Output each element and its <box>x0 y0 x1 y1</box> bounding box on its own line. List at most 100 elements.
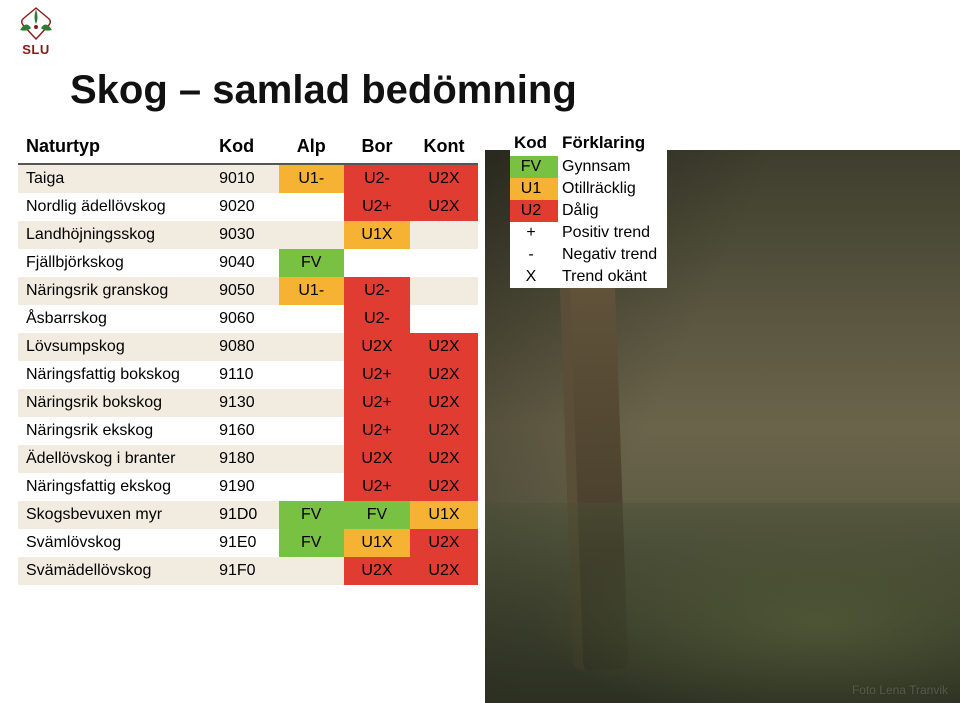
cell-bor: U2+ <box>344 389 410 417</box>
cell-kont: U2X <box>410 164 478 193</box>
legend-row: FVGynnsam <box>510 156 667 178</box>
cell-naturtyp: Ädellövskog i branter <box>18 445 211 473</box>
cell-alp <box>279 445 344 473</box>
cell-naturtyp: Svämlövskog <box>18 529 211 557</box>
legend-code: - <box>510 244 558 266</box>
cell-kont: U2X <box>410 193 478 221</box>
cell-kont: U2X <box>410 333 478 361</box>
cell-bor: U2X <box>344 333 410 361</box>
col-kont: Kont <box>410 130 478 164</box>
cell-alp <box>279 221 344 249</box>
cell-bor: U2- <box>344 305 410 333</box>
cell-kod: 9010 <box>211 164 278 193</box>
legend-row: U1Otillräcklig <box>510 178 667 200</box>
assessment-table: Naturtyp Kod Alp Bor Kont Taiga9010U1-U2… <box>18 130 478 585</box>
cell-naturtyp: Lövsumpskog <box>18 333 211 361</box>
cell-kont: U2X <box>410 389 478 417</box>
cell-kod: 9110 <box>211 361 278 389</box>
table-row: Svämädellövskog91F0U2XU2X <box>18 557 478 585</box>
cell-bor: U2+ <box>344 361 410 389</box>
legend-label: Gynnsam <box>558 156 667 178</box>
cell-alp: U1- <box>279 164 344 193</box>
legend-code: U2 <box>510 200 558 222</box>
cell-bor: U2+ <box>344 473 410 501</box>
cell-bor: U2- <box>344 164 410 193</box>
cell-bor: U2+ <box>344 193 410 221</box>
legend-row: U2Dålig <box>510 200 667 222</box>
table-row: Ädellövskog i branter9180U2XU2X <box>18 445 478 473</box>
page-title: Skog – samlad bedömning <box>70 68 577 113</box>
table-row: Näringsrik granskog9050U1-U2- <box>18 277 478 305</box>
cell-alp <box>279 361 344 389</box>
legend-row: +Positiv trend <box>510 222 667 244</box>
cell-kod: 9030 <box>211 221 278 249</box>
legend-code: FV <box>510 156 558 178</box>
cell-kod: 9080 <box>211 333 278 361</box>
table-row: Näringsrik bokskog9130 U2+U2X <box>18 389 478 417</box>
cell-kont: U2X <box>410 417 478 445</box>
cell-alp <box>279 333 344 361</box>
table-header-row: Naturtyp Kod Alp Bor Kont <box>18 130 478 164</box>
legend-label: Dålig <box>558 200 667 222</box>
slu-logo-label: SLU <box>14 42 58 57</box>
slide: Foto Lena Tranvik SLU Skog – samlad bedö… <box>0 0 960 703</box>
cell-naturtyp: Näringsfattig bokskog <box>18 361 211 389</box>
cell-kont <box>410 277 478 305</box>
cell-naturtyp: Taiga <box>18 164 211 193</box>
cell-alp <box>279 473 344 501</box>
cell-bor: FV <box>344 501 410 529</box>
slu-logo: SLU <box>14 6 58 57</box>
table-row: Svämlövskog91E0FVU1XU2X <box>18 529 478 557</box>
cell-kod: 9130 <box>211 389 278 417</box>
cell-alp <box>279 557 344 585</box>
table-row: Lövsumpskog9080 U2XU2X <box>18 333 478 361</box>
cell-naturtyp: Nordlig ädellövskog <box>18 193 211 221</box>
legend-row: XTrend okänt <box>510 266 667 288</box>
cell-bor: U1X <box>344 529 410 557</box>
cell-naturtyp: Fjällbjörkskog <box>18 249 211 277</box>
col-kod: Kod <box>211 130 278 164</box>
legend-col-forkl: Förklaring <box>558 130 667 156</box>
cell-kont: U2X <box>410 445 478 473</box>
cell-kont <box>410 249 478 277</box>
table-row: Näringsfattig bokskog9110U2+U2X <box>18 361 478 389</box>
cell-bor <box>344 249 410 277</box>
cell-kod: 91F0 <box>211 557 278 585</box>
col-bor: Bor <box>344 130 410 164</box>
cell-alp: FV <box>279 529 344 557</box>
cell-kod: 9060 <box>211 305 278 333</box>
legend-label: Otillräcklig <box>558 178 667 200</box>
cell-alp <box>279 193 344 221</box>
table-row: Nordlig ädellövskog9020 U2+U2X <box>18 193 478 221</box>
cell-alp: U1- <box>279 277 344 305</box>
cell-naturtyp: Svämädellövskog <box>18 557 211 585</box>
legend-code: X <box>510 266 558 288</box>
legend-label: Trend okänt <box>558 266 667 288</box>
table-row: Näringsrik ekskog9160U2+U2X <box>18 417 478 445</box>
cell-kont: U2X <box>410 557 478 585</box>
legend-label: Positiv trend <box>558 222 667 244</box>
cell-alp <box>279 305 344 333</box>
cell-bor: U1X <box>344 221 410 249</box>
photo-credit: Foto Lena Tranvik <box>852 683 948 697</box>
cell-alp <box>279 389 344 417</box>
cell-naturtyp: Näringsrik granskog <box>18 277 211 305</box>
cell-naturtyp: Näringsrik bokskog <box>18 389 211 417</box>
table-row: Taiga9010U1-U2-U2X <box>18 164 478 193</box>
cell-kont <box>410 305 478 333</box>
legend-code: U1 <box>510 178 558 200</box>
cell-naturtyp: Näringsfattig ekskog <box>18 473 211 501</box>
cell-naturtyp: Åsbarrskog <box>18 305 211 333</box>
cell-naturtyp: Landhöjningsskog <box>18 221 211 249</box>
table-row: Skogsbevuxen myr91D0FVFVU1X <box>18 501 478 529</box>
cell-naturtyp: Skogsbevuxen myr <box>18 501 211 529</box>
cell-kod: 9020 <box>211 193 278 221</box>
legend-code: + <box>510 222 558 244</box>
legend-col-kod: Kod <box>510 130 558 156</box>
cell-kont: U2X <box>410 473 478 501</box>
cell-kont: U1X <box>410 501 478 529</box>
cell-naturtyp: Näringsrik ekskog <box>18 417 211 445</box>
cell-bor: U2- <box>344 277 410 305</box>
cell-alp: FV <box>279 501 344 529</box>
legend-label: Negativ trend <box>558 244 667 266</box>
